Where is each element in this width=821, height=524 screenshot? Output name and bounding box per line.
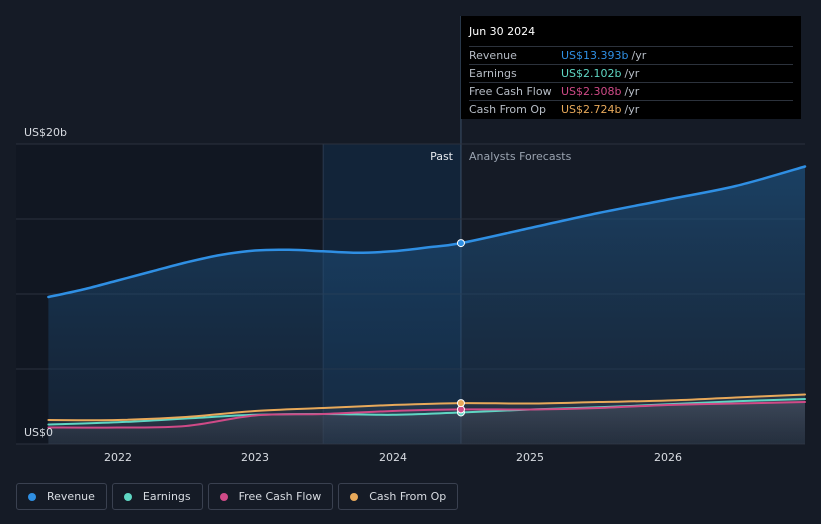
tooltip-label: Free Cash Flow xyxy=(469,85,552,98)
tooltip-row-earnings: Earnings US$2.102b /yr xyxy=(469,64,793,82)
tooltip-value: US$2.724b xyxy=(561,103,622,116)
legend-item-revenue[interactable]: Revenue xyxy=(16,483,107,510)
tooltip-row-cash-from-op: Cash From Op US$2.724b /yr xyxy=(469,100,793,118)
tooltip-label: Earnings xyxy=(469,67,517,80)
revenue-marker xyxy=(456,239,465,248)
cash-from-op-dot-icon xyxy=(350,492,359,501)
tooltip-row-free-cash-flow: Free Cash Flow US$2.308b /yr xyxy=(469,82,793,100)
legend-label: Cash From Op xyxy=(369,490,447,503)
tooltip-unit: /yr xyxy=(624,85,640,98)
tooltip-label: Revenue xyxy=(469,49,517,62)
legend-item-cash-from-op[interactable]: Cash From Op xyxy=(338,483,459,510)
hover-tooltip: Jun 30 2024 Revenue US$13.393b /yr Earni… xyxy=(461,16,801,119)
cash-from-op-marker xyxy=(456,399,465,408)
free-cash-flow-dot-icon xyxy=(219,492,228,501)
tooltip-unit: /yr xyxy=(624,67,640,80)
tooltip-date: Jun 30 2024 xyxy=(469,25,536,38)
earnings-revenue-chart: US$20b US$0 Past Analysts Forecasts 2022… xyxy=(16,16,807,464)
free-cash-flow-line xyxy=(47,401,806,429)
y-axis-min-label: US$0 xyxy=(24,426,53,439)
earnings-dot-icon xyxy=(123,492,132,501)
tooltip-row-revenue: Revenue US$13.393b /yr xyxy=(469,46,793,64)
legend-label: Revenue xyxy=(47,490,95,503)
tooltip-value: US$13.393b xyxy=(561,49,629,62)
y-axis-max-label: US$20b xyxy=(24,126,67,139)
x-tick-2025: 2025 xyxy=(516,451,544,464)
x-tick-2022: 2022 xyxy=(104,451,132,464)
x-tick-2023: 2023 xyxy=(241,451,269,464)
revenue-dot-icon xyxy=(28,492,36,501)
past-region-label: Past xyxy=(430,150,454,163)
revenue-area xyxy=(48,166,805,444)
tooltip-label: Cash From Op xyxy=(469,103,547,116)
tooltip-unit: /yr xyxy=(624,103,640,116)
chart-legend: Revenue Earnings Free Cash Flow Cash Fro… xyxy=(16,483,459,510)
legend-label: Free Cash Flow xyxy=(238,490,322,503)
legend-item-free-cash-flow[interactable]: Free Cash Flow xyxy=(207,483,334,510)
x-tick-2024: 2024 xyxy=(379,451,407,464)
tooltip-value: US$2.102b xyxy=(561,67,622,80)
revenue-line xyxy=(47,165,807,299)
legend-label: Earnings xyxy=(142,490,191,503)
x-tick-2026: 2026 xyxy=(654,451,682,464)
cash-from-op-line xyxy=(47,393,806,422)
forecast-region-label: Analysts Forecasts xyxy=(469,150,572,163)
tooltip-value: US$2.308b xyxy=(561,85,622,98)
tooltip-unit: /yr xyxy=(631,49,647,62)
legend-item-earnings[interactable]: Earnings xyxy=(111,483,203,510)
